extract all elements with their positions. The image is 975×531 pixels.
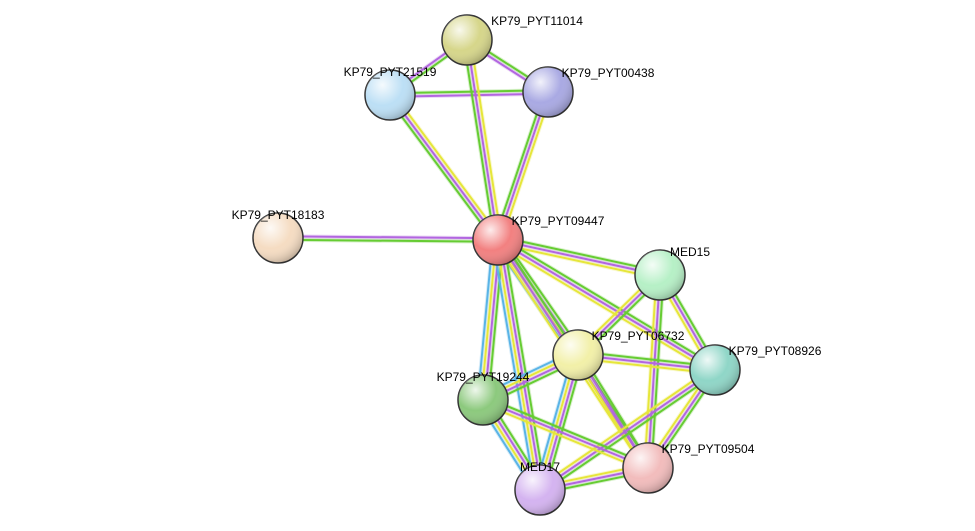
node-KP79_PYT19244[interactable] xyxy=(458,375,508,425)
node-KP79_PYT21519[interactable] xyxy=(365,70,415,120)
node-label: KP79_PYT09447 xyxy=(512,214,605,228)
node-KP79_PYT09447[interactable] xyxy=(473,215,523,265)
node-label: KP79_PYT08926 xyxy=(729,344,822,358)
node-MED15[interactable] xyxy=(635,250,685,300)
node-KP79_PYT09504[interactable] xyxy=(623,443,673,493)
node-KP79_PYT08926[interactable] xyxy=(690,345,740,395)
node-label: KP79_PYT11014 xyxy=(491,14,583,28)
node-KP79_PYT11014[interactable] xyxy=(442,15,492,65)
node-KP79_PYT00438[interactable] xyxy=(523,67,573,117)
node-KP79_PYT06732[interactable] xyxy=(553,330,603,380)
node-label: KP79_PYT00438 xyxy=(562,66,655,80)
network-graph: KP79_PYT09447KP79_PYT11014KP79_PYT21519K… xyxy=(0,0,975,531)
node-MED17[interactable] xyxy=(515,465,565,515)
node-label: KP79_PYT09504 xyxy=(662,442,755,456)
node-KP79_PYT18183[interactable] xyxy=(253,213,303,263)
